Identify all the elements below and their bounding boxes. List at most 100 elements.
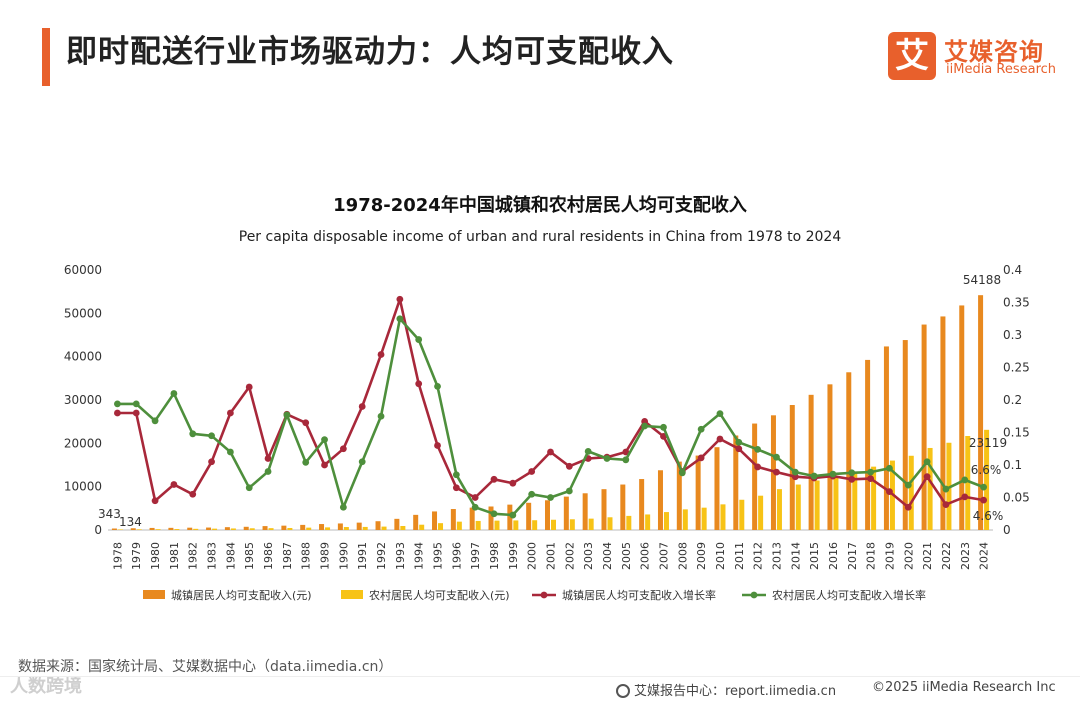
rural-growth-point (490, 510, 498, 518)
rural-growth-point (773, 453, 780, 461)
rural-growth-point (886, 464, 893, 472)
rural-growth-point (904, 481, 912, 489)
urban-growth-point (490, 475, 498, 483)
logo-cn-text: 艾媒咨询 (944, 38, 1044, 66)
x-tick-label: 1979 (130, 542, 143, 570)
urban-income-bar (262, 526, 268, 530)
x-tick-label: 2005 (620, 542, 633, 570)
urban-growth-point (942, 501, 950, 509)
rural-income-bar (475, 520, 481, 530)
urban-growth-point (471, 494, 479, 501)
y-left-tick-label: 20000 (64, 436, 102, 450)
urban-income-bar (545, 500, 550, 530)
rural-growth-point (358, 458, 366, 466)
rural-income-bar (814, 480, 820, 530)
x-tick-label: 1989 (319, 542, 332, 570)
rural-growth-point (867, 468, 875, 476)
rural-income-bar (569, 519, 575, 530)
urban-income-bar (168, 527, 174, 530)
urban-growth-point (189, 490, 197, 498)
rural-income-bar (682, 509, 688, 530)
x-tick-label: 1985 (243, 542, 256, 570)
footer-copyright: ©2025 iiMedia Research Inc (872, 680, 1056, 695)
urban-growth-point (622, 448, 630, 456)
urban-growth-point (321, 461, 328, 469)
rural-income-bar (551, 519, 556, 530)
rural-growth-point (396, 315, 404, 323)
urban-income-bar (752, 423, 758, 530)
rural-income-bar (758, 495, 764, 530)
rural-growth-point (622, 456, 630, 464)
urban-growth-point (415, 380, 423, 388)
x-tick-label: 1986 (262, 542, 275, 570)
urban-growth-point (434, 442, 441, 449)
rural-income-bar (268, 528, 274, 530)
urban-income-bar (676, 461, 682, 530)
rural-income-bar (607, 517, 613, 530)
urban-income-bar (149, 527, 155, 530)
legend-swatch (143, 590, 165, 599)
rural-growth-point (603, 455, 611, 462)
rural-growth-point (452, 471, 460, 479)
rural-growth-point (245, 484, 253, 492)
rural-income-bar (287, 527, 293, 530)
rural-growth-point (961, 476, 969, 484)
x-tick-label: 1998 (488, 542, 501, 570)
x-tick-label: 2019 (883, 542, 896, 570)
x-tick-label: 1992 (375, 542, 388, 570)
urban-growth-point (358, 403, 366, 410)
urban-growth-point (528, 468, 536, 475)
urban-income-bar (469, 507, 475, 530)
rural-income-bar (739, 499, 745, 530)
urban-growth-point (961, 493, 969, 501)
rural-income-bar (588, 518, 594, 530)
urban-income-bar (733, 435, 739, 530)
rural-growth-point (528, 490, 536, 498)
urban-income-bar (902, 340, 908, 530)
legend-marker (540, 591, 548, 599)
urban-growth-point (151, 497, 159, 505)
rural-growth-point (226, 448, 234, 456)
x-tick-label: 1997 (469, 542, 482, 570)
urban-growth-point (697, 454, 705, 462)
y-right-tick-label: 0.4 (1003, 263, 1022, 277)
rural-income-bar (984, 429, 990, 530)
y-right-tick-label: 0.05 (1003, 491, 1030, 505)
rural-income-bar (852, 471, 858, 530)
globe-icon (616, 684, 630, 698)
data-label: 6.6% (971, 463, 1002, 477)
x-tick-label: 1987 (281, 542, 294, 570)
rural-income-bar (494, 520, 500, 530)
urban-income-bar (300, 524, 306, 530)
rural-income-bar (174, 529, 180, 530)
y-left-tick-label: 30000 (64, 393, 102, 407)
x-tick-label: 2020 (902, 542, 915, 570)
rural-growth-point (584, 447, 592, 455)
rural-growth-point (471, 503, 479, 511)
rural-growth-point (547, 494, 554, 501)
rural-income-bar (230, 528, 236, 530)
footer-report-center[interactable]: 艾媒报告中心：report.iimedia.cn (616, 680, 836, 699)
urban-income-bar (639, 479, 645, 530)
rural-income-bar (249, 528, 255, 530)
urban-growth-point (923, 473, 931, 481)
rural-growth-point (735, 438, 743, 446)
rural-growth-point (697, 425, 705, 433)
urban-growth-point (132, 409, 140, 417)
x-tick-label: 1983 (206, 542, 219, 570)
x-tick-label: 2017 (846, 542, 859, 570)
rural-income-bar (136, 529, 142, 530)
rural-growth-point (942, 485, 950, 493)
urban-growth-point (773, 468, 780, 476)
urban-income-bar (865, 359, 871, 530)
rural-income-bar (381, 526, 387, 530)
x-tick-label: 2003 (582, 542, 595, 570)
rural-growth-point (264, 468, 272, 475)
urban-income-bar (111, 528, 117, 530)
rural-income-bar (456, 521, 462, 530)
y-right-tick-label: 0.1 (1003, 458, 1022, 472)
urban-income-bar (601, 489, 607, 530)
chart-title: 1978-2024年中国城镇和农村居民人均可支配收入 (333, 194, 747, 216)
rural-growth-point (509, 511, 517, 519)
urban-income-bar (450, 509, 456, 530)
